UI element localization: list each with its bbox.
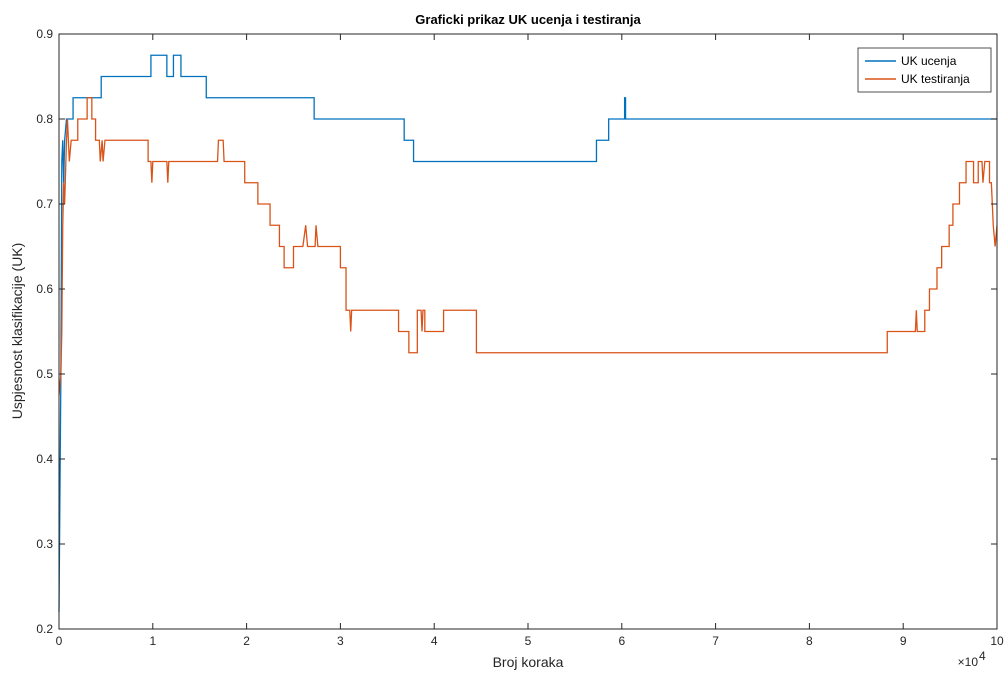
x-axis-label: Broj koraka: [493, 654, 564, 670]
x-tick-label: 6: [618, 634, 625, 648]
y-tick-label: 0.9: [36, 27, 53, 41]
y-axis-ticks: 0.2 0.3 0.4 0.5 0.6 0.7 0.8 0.9: [36, 27, 997, 636]
series-line-uk-ucenja: [58, 54, 997, 613]
y-tick-label: 0.8: [36, 112, 53, 126]
x-exponent-base: ×10: [958, 655, 979, 669]
x-tick-label: 10: [990, 634, 1004, 648]
x-tick-label: 1: [149, 634, 156, 648]
y-tick-label: 0.6: [36, 282, 53, 296]
x-exponent-power: 4: [979, 649, 986, 663]
y-axis-label: Uspjesnost klasifikacije (UK): [9, 243, 25, 420]
y-tick-label: 0.4: [36, 452, 53, 466]
x-exponent-label: ×10 4: [958, 649, 986, 669]
series-layer: [58, 54, 998, 613]
x-tick-label: 3: [337, 634, 344, 648]
y-tick-label: 0.2: [36, 622, 53, 636]
plot-area: [59, 34, 997, 629]
x-tick-label: 5: [525, 634, 532, 648]
legend: UK ucenja UK testiranja: [857, 47, 992, 93]
x-tick-label: 2: [243, 634, 250, 648]
x-tick-label: 0: [56, 634, 63, 648]
y-tick-label: 0.7: [36, 197, 53, 211]
legend-box: [857, 47, 992, 93]
y-tick-label: 0.3: [36, 537, 53, 551]
x-tick-label: 4: [431, 634, 438, 648]
x-tick-label: 7: [712, 634, 719, 648]
legend-label-uk-testiranja: UK testiranja: [901, 72, 970, 86]
x-axis-ticks: 0 1 2 3 4 5 6 7 8 9 10: [56, 34, 1004, 648]
legend-label-uk-ucenja: UK ucenja: [901, 54, 957, 68]
x-tick-label: 8: [806, 634, 813, 648]
y-tick-label: 0.5: [36, 367, 53, 381]
series-line-uk-testiranja: [58, 97, 998, 396]
chart-title: Graficki prikaz UK ucenja i testiranja: [415, 12, 641, 27]
x-tick-label: 9: [900, 634, 907, 648]
